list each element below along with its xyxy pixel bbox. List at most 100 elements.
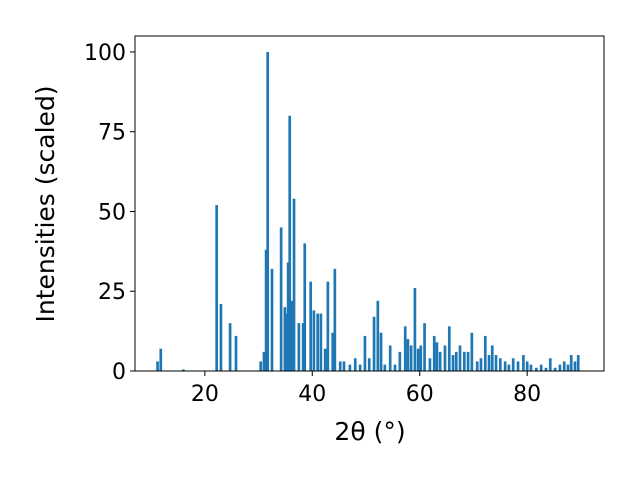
plot-frame — [134, 35, 605, 372]
y-tick-label: 75 — [98, 121, 126, 146]
bar — [270, 268, 274, 371]
x-axis-label: 2θ (°) — [334, 417, 405, 446]
bar — [383, 364, 387, 371]
bar — [279, 227, 283, 371]
bar — [451, 355, 455, 371]
bar — [409, 345, 413, 371]
bar — [266, 51, 270, 371]
bar — [388, 345, 392, 371]
bar — [353, 358, 357, 371]
bar — [319, 313, 323, 371]
bar — [428, 358, 432, 371]
bar — [348, 364, 352, 371]
bar — [487, 355, 491, 371]
bar — [479, 358, 483, 371]
y-tick-label: 100 — [84, 41, 126, 66]
bar — [438, 351, 442, 371]
bar — [522, 355, 525, 371]
bar — [490, 345, 494, 371]
bar — [288, 115, 292, 371]
bar — [576, 355, 580, 371]
bar — [432, 335, 436, 371]
bar — [331, 332, 335, 371]
y-tick-label: 0 — [112, 360, 126, 385]
bar — [406, 339, 410, 371]
y-tick-label: 50 — [98, 200, 126, 225]
bar — [566, 364, 570, 371]
bar — [309, 281, 313, 371]
bar — [393, 364, 397, 371]
bar — [367, 358, 371, 371]
bar — [290, 300, 294, 371]
bar — [219, 304, 223, 371]
x-tick-label: 40 — [298, 382, 326, 407]
bar — [413, 288, 417, 371]
bar — [283, 307, 287, 371]
bar — [379, 332, 383, 371]
x-tick-label: 20 — [191, 382, 219, 407]
bar — [454, 351, 458, 371]
bar — [511, 358, 515, 371]
bar — [316, 313, 320, 371]
bar — [423, 323, 426, 371]
bar — [342, 361, 346, 371]
bar — [264, 249, 268, 371]
bar — [292, 198, 296, 371]
bar — [470, 332, 474, 371]
bar — [398, 351, 402, 371]
bar — [435, 342, 439, 371]
bar — [262, 351, 266, 371]
bar — [569, 355, 573, 371]
bar — [503, 361, 507, 371]
bar — [338, 361, 342, 371]
bar — [494, 355, 498, 371]
bar — [562, 361, 566, 371]
bar — [529, 364, 533, 371]
bar — [483, 335, 487, 371]
bar — [458, 345, 462, 371]
bar — [312, 310, 316, 371]
bar — [326, 281, 330, 371]
x-tick-label: 60 — [406, 382, 434, 407]
bar — [215, 205, 219, 371]
bar — [363, 335, 367, 371]
bar — [534, 367, 538, 371]
bar — [159, 348, 163, 371]
bar — [539, 364, 543, 371]
bar — [462, 351, 466, 371]
bar — [228, 323, 232, 371]
bar — [525, 361, 529, 371]
bar — [466, 351, 470, 371]
bar — [573, 361, 577, 371]
bar — [301, 323, 305, 371]
bar — [234, 335, 238, 371]
bar — [156, 361, 159, 371]
bar — [443, 345, 447, 371]
bar — [498, 358, 502, 371]
bar — [419, 345, 423, 371]
y-axis-label: Intensities (scaled) — [31, 85, 60, 322]
y-tick-label: 25 — [98, 280, 126, 305]
bar — [558, 364, 562, 371]
bar — [447, 326, 451, 371]
bar — [553, 367, 557, 371]
x-tick-label: 80 — [513, 382, 541, 407]
bar — [544, 367, 548, 371]
bar — [548, 358, 552, 371]
bar — [516, 361, 520, 371]
bar — [507, 364, 511, 371]
bar — [416, 348, 420, 371]
bar — [333, 268, 337, 371]
bar — [259, 361, 263, 371]
bar — [286, 262, 290, 371]
bar — [303, 243, 307, 371]
bar — [182, 369, 185, 371]
bar — [475, 361, 479, 371]
bar — [358, 364, 362, 371]
bar — [376, 300, 380, 371]
bar — [297, 323, 301, 371]
bar — [372, 316, 376, 371]
bar — [403, 326, 407, 371]
bar — [323, 348, 327, 371]
